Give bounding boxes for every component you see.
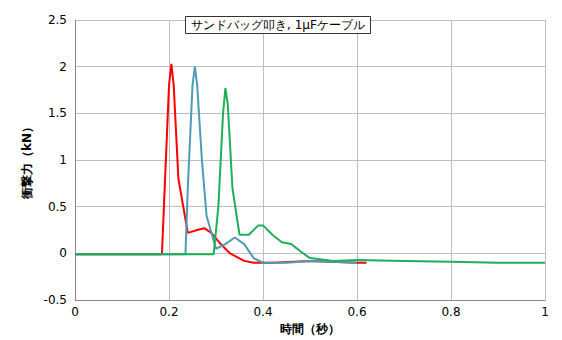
svg-text:0.5: 0.5: [48, 200, 67, 214]
svg-text:2: 2: [59, 60, 67, 74]
svg-text:0: 0: [71, 305, 79, 319]
svg-text:衝撃力（kN）: 衝撃力（kN）: [20, 121, 34, 200]
svg-text:0.6: 0.6: [347, 305, 366, 319]
svg-text:0.2: 0.2: [159, 305, 178, 319]
svg-text:0.8: 0.8: [441, 305, 460, 319]
svg-text:0.4: 0.4: [253, 305, 272, 319]
svg-text:0: 0: [59, 246, 67, 260]
svg-text:1: 1: [59, 153, 67, 167]
svg-text:サンドバッグ叩き, 1μFケーブル: サンドバッグ叩き, 1μFケーブル: [191, 18, 365, 32]
svg-text:時間（秒）: 時間（秒）: [280, 322, 340, 336]
svg-text:1: 1: [541, 305, 549, 319]
svg-text:-0.5: -0.5: [44, 293, 67, 307]
svg-text:2.5: 2.5: [48, 13, 67, 27]
svg-text:1.5: 1.5: [48, 106, 67, 120]
